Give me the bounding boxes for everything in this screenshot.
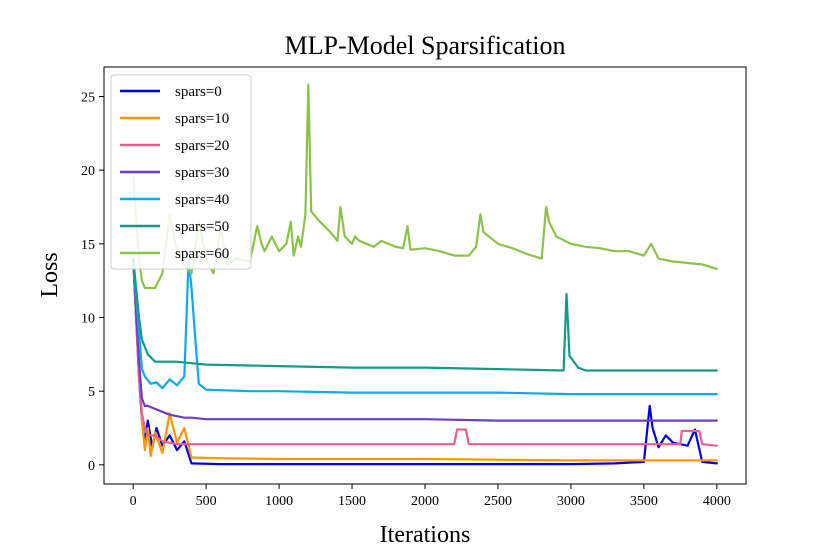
y-tick-label: 20 xyxy=(81,164,95,179)
chart-title: MLP-Model Sparsification xyxy=(285,31,566,60)
y-axis: 0 5 10 15 20 25 xyxy=(81,90,104,474)
legend-label: spars=60 xyxy=(175,246,229,262)
y-tick-label: 25 xyxy=(81,90,95,105)
series-line-spars-50 xyxy=(132,257,718,372)
x-tick-label: 0 xyxy=(130,494,137,509)
x-tick-label: 2000 xyxy=(411,494,439,509)
x-tick-label: 500 xyxy=(196,494,217,509)
x-tick-label: 4000 xyxy=(703,494,731,509)
y-tick-label: 5 xyxy=(88,385,95,400)
legend-label: spars=0 xyxy=(175,84,222,100)
series-line-spars-10 xyxy=(132,257,718,462)
legend-box xyxy=(110,74,252,270)
series-line-spars-30 xyxy=(132,257,718,422)
x-tick-label: 1000 xyxy=(265,494,293,509)
x-tick-label: 1500 xyxy=(338,494,366,509)
legend-label: spars=50 xyxy=(175,219,229,235)
x-tick-label: 2500 xyxy=(484,494,512,509)
series-line-spars-0 xyxy=(132,257,718,466)
y-axis-title: Loss xyxy=(37,252,63,297)
y-tick-label: 0 xyxy=(88,459,95,474)
legend-label: spars=40 xyxy=(175,192,229,208)
y-tick-label: 10 xyxy=(81,311,95,326)
y-tick-label: 15 xyxy=(81,238,95,253)
series-line-spars-40 xyxy=(132,257,718,396)
legend-label: spars=20 xyxy=(175,138,229,154)
legend: spars=0 spars=10 spars=20 spars=30 spars=40 s… xyxy=(110,74,252,270)
x-tick-label: 3000 xyxy=(557,494,585,509)
x-axis-title: Iterations xyxy=(380,522,471,548)
x-tick-label: 3500 xyxy=(630,494,658,509)
x-axis: 0 500 1000 1500 2000 2500 3000 3500 4000 xyxy=(130,484,731,509)
series-layer xyxy=(132,83,718,466)
series-line-spars-20 xyxy=(132,257,718,447)
legend-label: spars=10 xyxy=(175,111,229,127)
legend-label: spars=30 xyxy=(175,165,229,181)
